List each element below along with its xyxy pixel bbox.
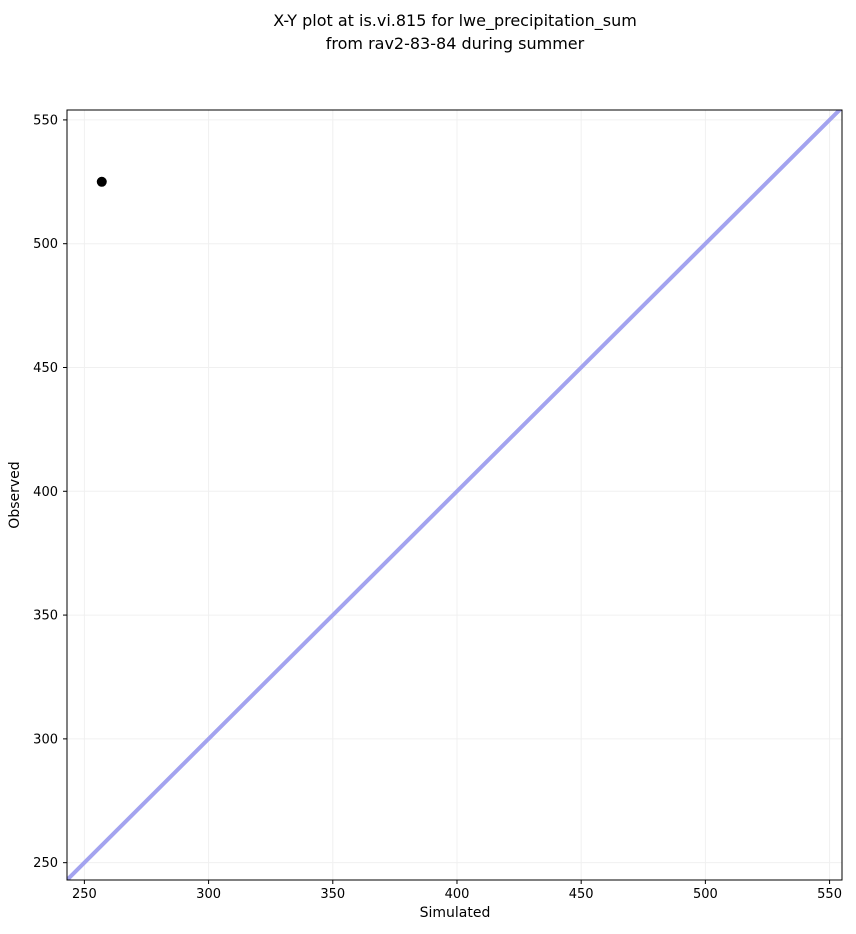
- y-tick-label: 400: [33, 485, 58, 500]
- x-tick-label: 450: [569, 887, 594, 902]
- x-axis-label: Simulated: [419, 905, 491, 921]
- y-tick-label: 300: [33, 732, 58, 747]
- y-axis-label: Observed: [7, 461, 23, 529]
- plot-border: [66, 109, 843, 881]
- x-tick-label: 300: [196, 887, 221, 902]
- y-tick-label: 450: [33, 361, 58, 376]
- identity-line: [67, 110, 842, 880]
- x-tick-label: 400: [445, 887, 470, 902]
- data-point: [96, 176, 107, 187]
- x-tick-label: 550: [817, 887, 842, 902]
- y-tick-label: 550: [33, 113, 58, 128]
- y-tick-label: 500: [33, 237, 58, 252]
- y-tick-label: 250: [33, 856, 58, 871]
- x-tick-label: 250: [72, 887, 97, 902]
- x-tick-label: 350: [320, 887, 345, 902]
- x-tick-label: 500: [693, 887, 718, 902]
- chart-title: X-Y plot at is.vi.815 for lwe_precipitat…: [273, 11, 637, 53]
- y-tick-label: 350: [33, 609, 58, 624]
